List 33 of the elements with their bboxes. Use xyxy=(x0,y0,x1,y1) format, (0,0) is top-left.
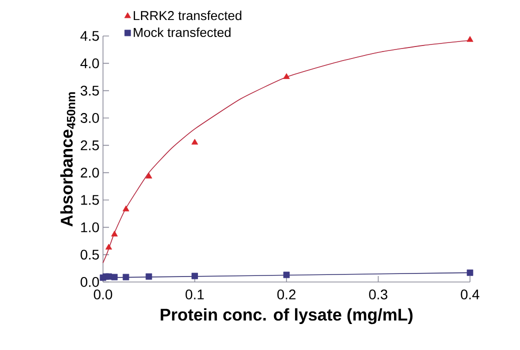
point xyxy=(111,274,118,280)
legend-label: LRRK2 transfected xyxy=(134,10,242,20)
y-tick-label: 2.0 xyxy=(80,168,99,178)
point xyxy=(105,244,112,250)
point xyxy=(146,273,152,280)
y-tick-label: 0.5 xyxy=(80,250,99,260)
x-tick-label: 0.3 xyxy=(369,290,388,300)
point xyxy=(122,274,130,280)
point xyxy=(192,272,198,280)
point xyxy=(122,206,130,212)
x-tick-label: 0.4 xyxy=(460,290,480,300)
y-tick-label: 1.0 xyxy=(81,222,99,232)
y-tick-label: 3.0 xyxy=(80,113,99,123)
x-tick-label: 0.0 xyxy=(94,290,112,300)
x-tick-label: 0.2 xyxy=(277,290,296,300)
point xyxy=(111,230,118,236)
y-tick-label: 4.5 xyxy=(80,31,99,41)
y-tick-label: 0.0 xyxy=(80,277,99,287)
x-tick-label: 0.1 xyxy=(186,290,204,300)
y-axis-title: Absorbance$_{450nm}$ xyxy=(60,92,76,227)
point xyxy=(283,272,290,278)
y-tick-label: 3.5 xyxy=(80,86,99,96)
y-tick-label: 1.5 xyxy=(81,195,99,205)
point xyxy=(283,73,290,79)
point xyxy=(191,138,198,145)
point xyxy=(146,172,152,178)
x-axis-title: Protein conc. of lysate (mg/mL) xyxy=(160,308,413,324)
y-tick-label: 4.0 xyxy=(80,58,99,68)
point xyxy=(106,273,112,280)
legend-label: Mock transfected xyxy=(134,28,231,38)
y-tick-label: 2.5 xyxy=(80,140,99,150)
point xyxy=(466,36,474,42)
point xyxy=(466,270,474,276)
